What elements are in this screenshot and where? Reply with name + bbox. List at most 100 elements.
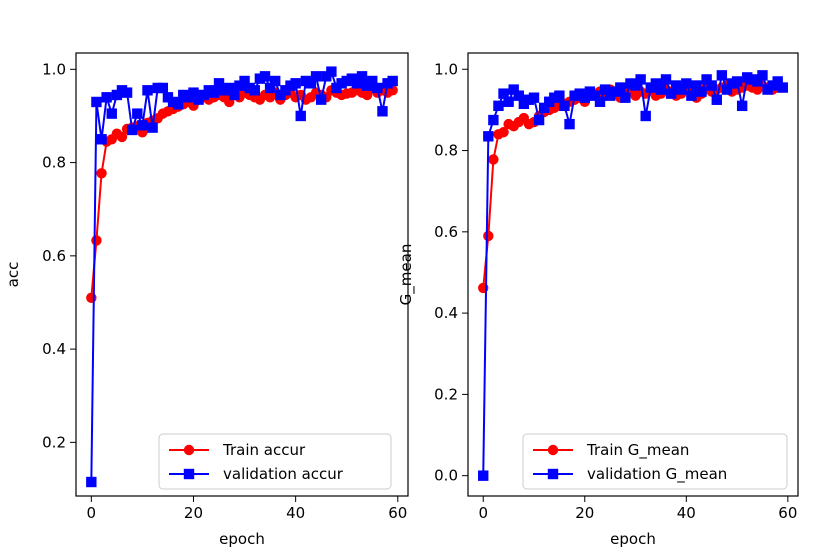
data-point [752,76,763,87]
y-tick-label: 1.0 [42,60,66,78]
x-tick-label: 40 [677,504,696,522]
data-point [213,78,225,89]
x-tick-label: 0 [87,504,97,522]
data-point [147,122,158,133]
y-tick-label: 0.4 [434,304,458,322]
y-axis-label: acc [4,262,22,288]
data-point [96,134,107,145]
x-tick-label: 40 [286,504,305,522]
data-point [91,96,102,108]
data-point [239,75,250,87]
data-point [326,66,337,77]
y-tick-label: 0.6 [42,247,66,265]
data-point [620,92,631,103]
data-point [356,71,368,82]
data-point [249,85,260,96]
data-point [86,476,97,488]
data-point [483,131,494,142]
data-point [513,90,524,101]
data-point [528,92,540,103]
data-point [96,168,107,179]
data-point [229,89,240,101]
legend-marker [183,444,195,456]
data-point [208,87,220,98]
series-validation [86,66,398,488]
data-point [731,76,743,87]
x-tick-label: 20 [184,504,203,522]
g-mean-panel: 0 20 40 60 0.0 0.2 0.4 0.6 0.8 1.0 epoch G_mean Trai… [397,52,799,548]
data-point [310,71,322,82]
data-point [660,74,672,85]
data-point [777,82,788,93]
legend-entry: validation G_mean [587,465,727,484]
legend-marker [547,468,559,480]
data-point [681,78,692,89]
data-point [172,99,184,110]
legend-entry: Train accur [222,441,306,459]
data-point [533,114,545,126]
legend-entry: Train G_mean [586,441,689,460]
data-point [132,108,143,119]
data-point [772,76,783,87]
data-point [594,96,606,107]
data-point [564,118,575,130]
data-point [686,90,697,101]
data-point [665,88,677,99]
data-point [498,127,509,138]
data-point [142,85,153,96]
y-tick-label: 0.6 [434,223,458,241]
legend-entry: validation accur [223,465,344,483]
data-point [351,78,363,89]
data-point [367,75,378,87]
y-tick-label: 0.4 [42,340,66,358]
x-axis-label: epoch [610,530,656,548]
data-point [701,74,712,85]
x-axis-label: epoch [219,530,265,548]
data-point [579,92,590,103]
y-axis-label: G_mean [397,244,416,306]
axes-frame [75,52,409,497]
data-point [377,106,388,117]
series-validation [478,70,788,481]
data-point [488,154,499,165]
data-point [559,100,570,112]
data-point [86,292,97,304]
data-point [116,131,128,143]
data-point [716,70,728,81]
data-point [538,102,550,114]
data-point [554,90,565,101]
data-point [315,94,327,105]
data-point [696,86,707,97]
data-point [630,80,641,91]
data-point [493,100,504,112]
y-tick-label: 0.8 [42,154,66,172]
data-point [224,82,235,94]
y-tick-label: 0.2 [42,433,66,451]
x-tick-label: 60 [778,504,797,522]
data-point [372,82,383,94]
legend: Train G_mean validation G_mean [522,433,788,490]
legend-box [522,433,788,490]
data-point [488,114,499,126]
data-point [721,84,733,95]
data-point [508,84,519,95]
data-point [264,82,276,94]
data-point [691,80,702,91]
data-point [635,74,646,85]
data-point [91,235,102,246]
data-point [259,71,271,82]
data-point [503,96,514,107]
data-point [711,94,722,105]
data-point [650,78,662,89]
data-point [188,87,199,98]
legend-box [158,433,392,490]
x-tick-label: 20 [575,504,594,522]
data-point [757,70,768,81]
y-tick-label: 1.0 [434,60,458,78]
data-point [270,75,281,87]
x-tick-label: 0 [478,504,488,522]
data-point [589,90,601,101]
data-point [706,80,717,91]
data-point [478,470,489,481]
